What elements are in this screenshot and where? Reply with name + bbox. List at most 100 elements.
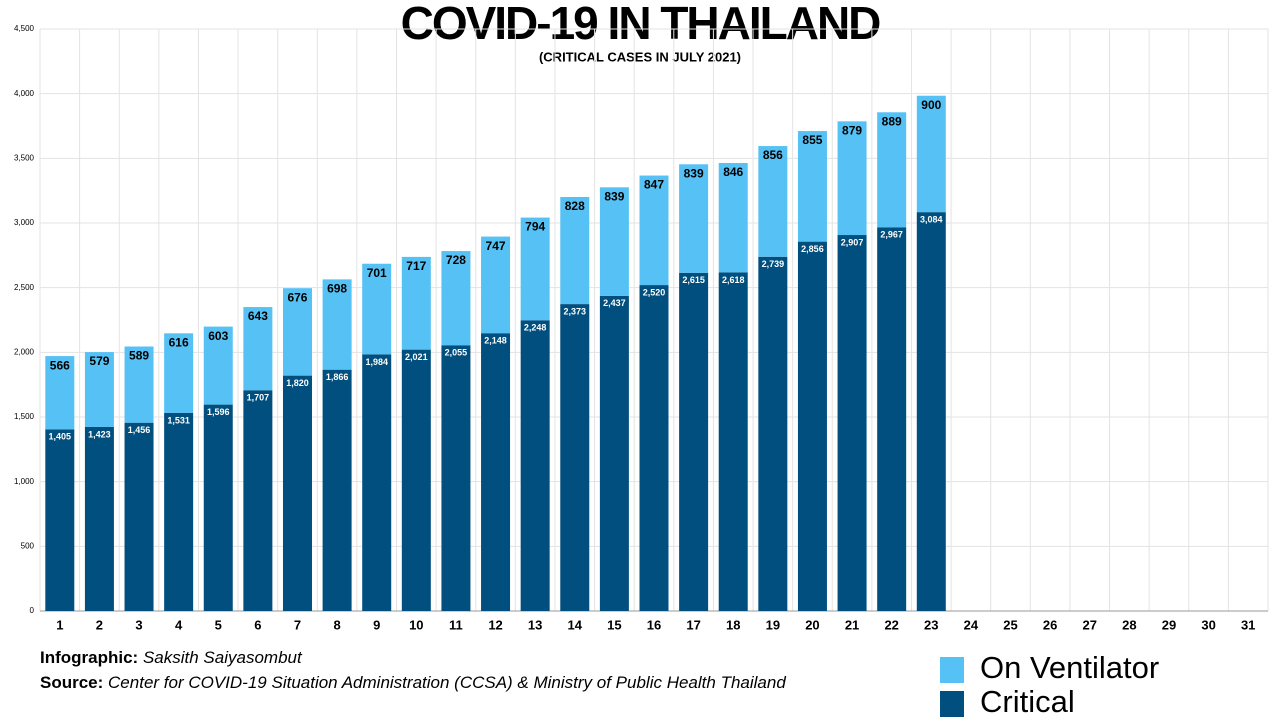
y-tick-label: 0 [30, 606, 35, 615]
value-label: 1,707 [247, 393, 270, 403]
bar-segment [679, 164, 709, 273]
x-tick-label: 24 [964, 617, 979, 632]
x-tick-label: 20 [805, 617, 819, 632]
x-tick-label: 9 [373, 617, 380, 632]
value-label: 1,423 [88, 429, 111, 439]
value-label: 1,820 [286, 378, 309, 388]
bar-segment [401, 349, 431, 611]
value-label: 2,148 [484, 336, 507, 346]
x-tick-label: 12 [488, 617, 502, 632]
bar-segment [322, 279, 352, 370]
value-label: 846 [723, 165, 743, 179]
bar-segment [124, 346, 154, 423]
value-label: 2,021 [405, 352, 428, 362]
bar-segment [322, 369, 352, 611]
value-label: 847 [644, 178, 664, 192]
bar-segment [124, 422, 154, 611]
bar-segment [916, 95, 946, 213]
x-tick-label: 18 [726, 617, 740, 632]
bar-segment [243, 307, 273, 391]
bar-segment [639, 175, 669, 286]
credit-text: Saksith Saiyasombut [143, 648, 303, 667]
value-label: 2,055 [445, 348, 468, 358]
x-tick-label: 30 [1201, 617, 1215, 632]
value-label: 839 [604, 189, 624, 203]
credit-infographic: Infographic: Saksith Saiyasombut [40, 648, 303, 667]
bar-segment [837, 235, 867, 611]
bar-segment [441, 251, 471, 346]
x-tick-label: 23 [924, 617, 938, 632]
bar-segment [718, 162, 748, 273]
x-tick-label: 16 [647, 617, 661, 632]
x-tick-label: 25 [1003, 617, 1017, 632]
value-label: 1,596 [207, 407, 230, 417]
bar-segment [203, 404, 233, 611]
bar-segment [797, 241, 827, 611]
value-label: 2,248 [524, 323, 547, 333]
bar-segment [837, 121, 867, 236]
y-tick-label: 2,000 [14, 347, 35, 356]
bar-segment [679, 272, 709, 611]
value-label: 889 [882, 114, 902, 128]
value-label: 900 [921, 98, 941, 112]
chart-subtitle: (CRITICAL CASES IN JULY 2021) [539, 49, 741, 64]
bar-segment [599, 187, 629, 296]
y-tick-label: 4,000 [14, 89, 35, 98]
value-label: 2,437 [603, 298, 626, 308]
bar-segment [362, 263, 392, 355]
y-tick-label: 3,000 [14, 218, 35, 227]
value-label: 589 [129, 349, 149, 363]
value-label: 828 [565, 199, 585, 213]
bar-segment [441, 345, 471, 611]
bar-segment [164, 412, 194, 611]
bar-segment [758, 146, 788, 257]
x-tick-label: 8 [333, 617, 340, 632]
chart-title: COVID-19 IN THAILAND [401, 0, 881, 49]
bar-segment [560, 197, 590, 305]
x-tick-label: 3 [135, 617, 142, 632]
value-label: 701 [367, 266, 387, 280]
legend-swatch [940, 691, 964, 717]
value-label: 2,520 [643, 287, 666, 297]
bar-segment [916, 212, 946, 612]
value-label: 794 [525, 220, 545, 234]
value-label: 616 [169, 335, 189, 349]
bar-segment [203, 326, 233, 405]
y-tick-label: 1,000 [14, 477, 35, 486]
value-label: 2,739 [762, 259, 785, 269]
x-tick-label: 6 [254, 617, 261, 632]
x-tick-label: 5 [215, 617, 222, 632]
bar-segment [877, 227, 907, 611]
bar-segment [877, 112, 907, 228]
x-tick-label: 26 [1043, 617, 1057, 632]
legend-label: Critical [980, 684, 1075, 719]
legend-label: On Ventilator [980, 650, 1159, 685]
value-label: 603 [208, 329, 228, 343]
value-label: 856 [763, 148, 783, 162]
value-label: 2,618 [722, 275, 745, 285]
value-label: 2,856 [801, 244, 824, 254]
value-label: 1,866 [326, 372, 349, 382]
bar-segment [45, 356, 75, 430]
value-label: 1,984 [365, 357, 388, 367]
x-tick-label: 19 [766, 617, 780, 632]
value-label: 879 [842, 124, 862, 138]
bar-segment [520, 217, 550, 321]
value-label: 643 [248, 309, 268, 323]
x-tick-label: 4 [175, 617, 183, 632]
x-tick-label: 31 [1241, 617, 1255, 632]
value-label: 3,084 [920, 215, 943, 225]
value-label: 698 [327, 282, 347, 296]
bar-segment [84, 352, 114, 427]
value-label: 1,405 [49, 432, 72, 442]
bar-segment [718, 272, 748, 611]
bar-segment [362, 354, 392, 611]
y-tick-label: 500 [21, 541, 35, 550]
x-tick-label: 14 [568, 617, 583, 632]
bar-segment [401, 256, 431, 350]
credit-source: Source: Center for COVID-19 Situation Ad… [40, 673, 786, 692]
bar-segment [599, 295, 629, 611]
value-label: 2,967 [880, 230, 903, 240]
credit-label: Source: [40, 673, 103, 692]
bar-segment [797, 131, 827, 242]
